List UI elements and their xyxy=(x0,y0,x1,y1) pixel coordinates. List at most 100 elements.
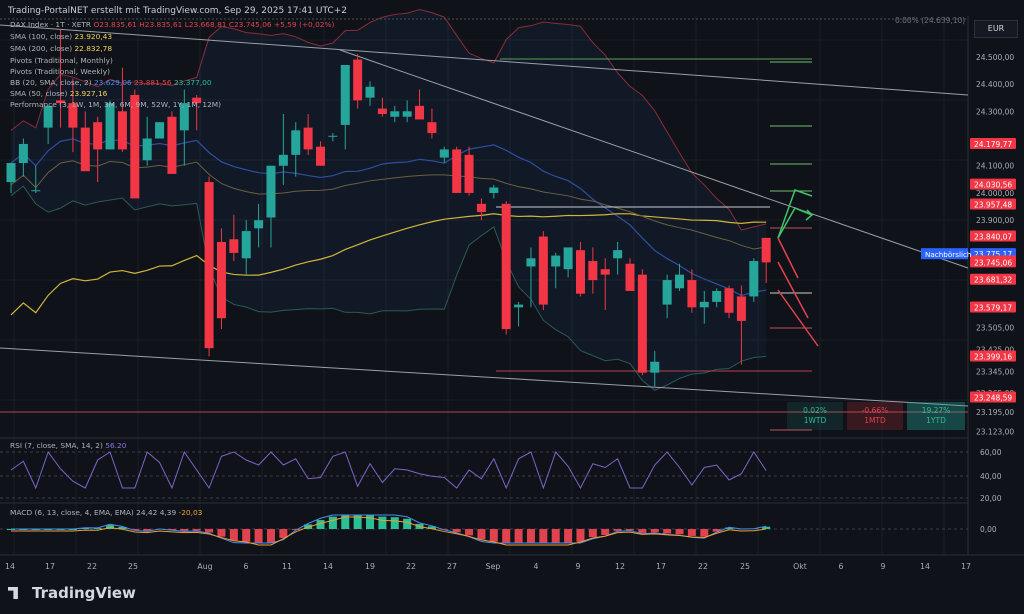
y-axis-tick-label: 24.100,00 xyxy=(976,162,1014,171)
x-axis-tick-label: 12 xyxy=(615,562,625,571)
macd-histogram-bar xyxy=(93,528,102,529)
x-axis-tick-label: 14 xyxy=(920,562,930,571)
y-axis-tick-label: 23.900,00 xyxy=(976,216,1014,225)
macd-histogram-bar xyxy=(390,517,399,529)
legend-bb-value-1: 23.629,06 xyxy=(93,78,132,87)
bollinger-band-fill xyxy=(11,9,767,391)
macd-signal-line xyxy=(11,516,767,546)
macd-histogram-bar xyxy=(452,529,461,533)
candle-body xyxy=(675,274,685,289)
legend-main-ohlc: O23.835,61 H23.835,61 L23.668,81 C23.745… xyxy=(93,20,335,29)
x-axis-tick-label: Sep xyxy=(486,562,501,571)
y-axis-tick-label: 23.195,00 xyxy=(976,408,1014,417)
legend-performance[interactable]: Performance (3, 1W, 1M, 3M, 6M, 9M, 52W,… xyxy=(10,100,222,109)
legend-bb-value-2: 23.881,56 xyxy=(133,78,172,87)
macd-histogram-bar xyxy=(366,515,375,529)
candle-body xyxy=(192,97,202,104)
candle-body xyxy=(56,100,66,104)
macd-histogram-bar xyxy=(514,529,523,543)
price-label-box xyxy=(970,256,1016,268)
legend-pivots-weekly[interactable]: Pivots (Traditional, Weekly) xyxy=(10,67,110,76)
forecast-arrow-down-2 xyxy=(777,261,809,319)
x-axis-tick-label: 6 xyxy=(244,562,249,571)
macd-histogram-bar xyxy=(205,529,214,533)
price-label-box xyxy=(970,138,1016,150)
macd-histogram-bar xyxy=(254,529,263,543)
macd-histogram-bar xyxy=(180,529,189,531)
rsi-line xyxy=(10,450,767,490)
legend-sma50-value: 23.927,16 xyxy=(69,89,108,98)
legend-sma100-label: SMA (100, close) xyxy=(10,32,73,41)
candle-body xyxy=(340,65,350,125)
macd-label: MACD (6, 13, close, 4, EMA, EMA) xyxy=(10,508,134,517)
legend-sma200-value: 22.832,78 xyxy=(74,44,113,53)
candle-body xyxy=(402,111,412,117)
candle-body xyxy=(650,361,660,373)
candle-body xyxy=(687,280,697,308)
legend-bb[interactable]: BB (20, SMA, close, 2) 23.629,06 23.881,… xyxy=(10,78,212,87)
forecast-arrow-up xyxy=(777,207,813,239)
tradingview-logo-text: TradingView xyxy=(32,584,136,602)
top-percent-label: 0.00% (24.639,10) xyxy=(895,16,965,25)
macd-histogram-bar xyxy=(279,529,288,538)
macd-value-1: 24,42 xyxy=(136,508,158,517)
macd-histogram-bar xyxy=(526,529,535,543)
candle-body xyxy=(377,108,387,115)
macd-histogram-bar xyxy=(762,526,771,529)
macd-histogram-bar xyxy=(328,516,337,529)
forecast-arrow-down-3 xyxy=(777,289,819,347)
candle-body xyxy=(427,122,437,134)
macd-histogram-bar xyxy=(477,529,486,540)
x-axis-tick-label: 9 xyxy=(881,562,886,571)
candle-body xyxy=(699,301,709,308)
legend-sma100[interactable]: SMA (100, close) 23.920,43 xyxy=(10,32,112,41)
candle-body xyxy=(303,127,313,150)
macd-histogram-bar xyxy=(588,529,597,538)
candle-body xyxy=(18,143,28,164)
tradingview-logo-icon xyxy=(8,587,18,599)
candle-body xyxy=(501,203,511,330)
candle-body xyxy=(353,59,363,101)
price-label-text: 23.248,59 xyxy=(974,394,1012,403)
legend-sma200[interactable]: SMA (200, close) 22.832,78 xyxy=(10,44,112,53)
candle-body xyxy=(179,103,189,131)
currency-button[interactable]: EUR xyxy=(974,20,1018,38)
legend-pivots-monthly[interactable]: Pivots (Traditional, Monthly) xyxy=(10,56,113,65)
candle-body xyxy=(464,154,474,193)
x-axis-tick-label: 25 xyxy=(740,562,750,571)
x-axis-tick-label: Okt xyxy=(793,562,807,571)
macd-value-2: 4,39 xyxy=(159,508,177,517)
candle-body xyxy=(80,127,90,172)
macd-histogram-bar xyxy=(539,529,548,543)
macd-legend[interactable]: MACD (6, 13, close, 4, EMA, EMA) 24,42 4… xyxy=(10,508,202,517)
macd-histogram-bar xyxy=(601,529,610,535)
candle-body xyxy=(204,182,214,349)
macd-histogram-bar xyxy=(613,529,622,531)
legend-main[interactable]: DAX Index · 1T · XETR O23.835,61 H23.835… xyxy=(10,20,334,29)
x-axis-tick-label: 9 xyxy=(576,562,581,571)
perf-box-1mtd: -0.66% 1MTD xyxy=(847,402,903,430)
price-label-box xyxy=(970,350,1016,362)
macd-histogram-bar xyxy=(167,529,176,530)
candle-body xyxy=(68,103,78,128)
price-label-text: 23.775,17 xyxy=(974,250,1012,259)
candle-body xyxy=(155,122,165,139)
nachboerslich-tag xyxy=(921,248,968,260)
candle-body xyxy=(167,116,177,174)
rsi-legend[interactable]: RSI (7, close, SMA, 14, 2) 56.20 xyxy=(10,441,126,450)
candle-body xyxy=(452,149,462,193)
legend-sma50[interactable]: SMA (50, close) 23.927,16 xyxy=(10,89,107,98)
rsi-axis-label: 40,00 xyxy=(980,472,1002,481)
price-label-box xyxy=(970,178,1016,190)
tradingview-logo[interactable]: TradingView xyxy=(8,584,136,602)
candle-body xyxy=(390,111,400,117)
price-label-box xyxy=(970,273,1016,285)
candle-body xyxy=(761,237,771,263)
legend-main-symbol: DAX Index · 1T · XETR xyxy=(10,20,92,29)
price-label-box xyxy=(970,230,1016,242)
candle-body xyxy=(613,250,623,259)
x-axis-tick-label: 19 xyxy=(365,562,375,571)
candle-body xyxy=(712,290,722,302)
rsi-label: RSI (7, close, SMA, 14, 2) xyxy=(10,441,103,450)
